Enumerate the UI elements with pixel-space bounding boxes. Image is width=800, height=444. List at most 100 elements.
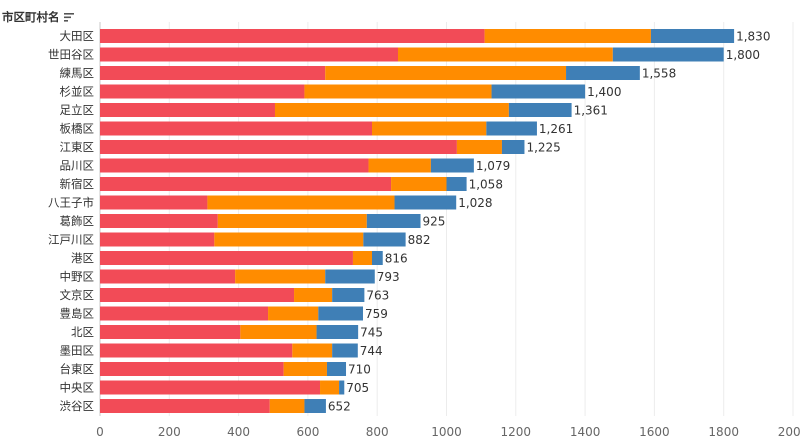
bar-segment-3[interactable] <box>332 343 358 358</box>
bar-segment-1[interactable] <box>100 84 305 99</box>
bar-segment-1[interactable] <box>100 47 398 62</box>
bar-row[interactable] <box>100 177 467 191</box>
bar-segment-2[interactable] <box>484 29 651 43</box>
bar-segment-1[interactable] <box>100 232 215 247</box>
bar-row[interactable] <box>100 232 406 247</box>
bar-segment-3[interactable] <box>486 121 537 136</box>
bar-segment-2[interactable] <box>325 66 567 80</box>
bar-segment-2[interactable] <box>372 121 487 136</box>
bar-row[interactable] <box>100 399 326 413</box>
bar-segment-3[interactable] <box>612 47 724 62</box>
bar-segment-3[interactable] <box>339 380 345 395</box>
bar-row[interactable] <box>100 103 572 117</box>
bar-segment-3[interactable] <box>394 195 457 210</box>
bar-segment-1[interactable] <box>100 158 369 173</box>
bar-segment-3[interactable] <box>430 158 474 173</box>
bar-segment-1[interactable] <box>100 362 284 376</box>
total-value-label: 1,558 <box>642 67 676 81</box>
category-label: 品川区 <box>60 159 95 173</box>
bar-segment-3[interactable] <box>372 251 383 265</box>
bar-row[interactable] <box>100 158 474 173</box>
bar-row[interactable] <box>100 29 735 43</box>
bar-row[interactable] <box>100 362 347 376</box>
x-tick-label: 1400 <box>570 425 601 439</box>
bar-row[interactable] <box>100 325 359 339</box>
bar-segment-1[interactable] <box>100 177 392 191</box>
bar-segment-2[interactable] <box>274 103 509 117</box>
bar-segment-2[interactable] <box>268 306 319 321</box>
bar-segment-1[interactable] <box>100 251 353 265</box>
bar-segment-1[interactable] <box>100 140 457 154</box>
bar-segment-1[interactable] <box>100 121 373 136</box>
total-value-label: 793 <box>377 270 400 284</box>
category-label: 渋谷区 <box>60 399 95 413</box>
bar-segment-2[interactable] <box>391 177 447 191</box>
bar-segment-2[interactable] <box>283 362 327 376</box>
bar-segment-2[interactable] <box>456 140 502 154</box>
bar-segment-3[interactable] <box>508 103 572 117</box>
bar-segment-3[interactable] <box>318 306 363 321</box>
bar-row[interactable] <box>100 214 421 228</box>
bar-segment-1[interactable] <box>100 343 293 358</box>
sort-descending-icon[interactable] <box>63 12 74 22</box>
total-value-label: 1,261 <box>539 122 573 136</box>
bar-segment-2[interactable] <box>217 214 367 228</box>
bar-row[interactable] <box>100 140 525 154</box>
bar-segment-3[interactable] <box>316 325 359 339</box>
bar-segment-3[interactable] <box>326 362 347 376</box>
column-header: 市区町村名 <box>0 8 74 26</box>
bar-row[interactable] <box>100 84 586 99</box>
bar-segment-2[interactable] <box>214 232 364 247</box>
bar-row[interactable] <box>100 288 365 302</box>
total-value-label: 705 <box>346 381 369 395</box>
bar-segment-2[interactable] <box>294 288 333 302</box>
bar-segment-1[interactable] <box>100 214 218 228</box>
bar-row[interactable] <box>100 66 640 80</box>
bar-segment-3[interactable] <box>650 29 735 43</box>
bar-segment-2[interactable] <box>207 195 395 210</box>
bar-segment-1[interactable] <box>100 288 295 302</box>
category-label: 台東区 <box>60 362 95 376</box>
bar-segment-1[interactable] <box>100 269 236 284</box>
bar-segment-2[interactable] <box>292 343 333 358</box>
x-tick-label: 800 <box>366 425 389 439</box>
total-value-label: 1,830 <box>736 30 770 44</box>
bar-segment-3[interactable] <box>325 269 375 284</box>
bar-segment-2[interactable] <box>397 47 613 62</box>
bar-segment-1[interactable] <box>100 66 326 80</box>
bar-segment-1[interactable] <box>100 103 275 117</box>
bar-segment-1[interactable] <box>100 195 208 210</box>
bar-segment-2[interactable] <box>368 158 431 173</box>
bar-segment-2[interactable] <box>304 84 492 99</box>
bar-segment-2[interactable] <box>235 269 326 284</box>
bar-row[interactable] <box>100 195 457 210</box>
category-label: 板橋区 <box>60 122 95 136</box>
bar-row[interactable] <box>100 251 383 265</box>
bar-segment-2[interactable] <box>352 251 373 265</box>
bar-row[interactable] <box>100 121 537 136</box>
bar-row[interactable] <box>100 306 363 321</box>
bar-segment-2[interactable] <box>320 380 340 395</box>
bar-segment-2[interactable] <box>269 399 305 413</box>
total-value-label: 652 <box>328 400 351 414</box>
bar-row[interactable] <box>100 343 358 358</box>
bar-segment-3[interactable] <box>446 177 467 191</box>
bar-segment-3[interactable] <box>363 232 406 247</box>
bar-segment-3[interactable] <box>491 84 586 99</box>
bar-row[interactable] <box>100 47 724 62</box>
bar-segment-3[interactable] <box>332 288 365 302</box>
bar-segment-3[interactable] <box>501 140 525 154</box>
bar-segment-3[interactable] <box>304 399 326 413</box>
bar-row[interactable] <box>100 269 375 284</box>
category-label: 豊島区 <box>60 307 95 321</box>
bar-segment-3[interactable] <box>366 214 421 228</box>
bar-row[interactable] <box>100 380 345 395</box>
bar-segment-2[interactable] <box>240 325 317 339</box>
bar-segment-1[interactable] <box>100 306 269 321</box>
bar-segment-1[interactable] <box>100 325 241 339</box>
bar-segment-3[interactable] <box>566 66 640 80</box>
bar-segment-1[interactable] <box>100 380 321 395</box>
bar-segment-1[interactable] <box>100 399 270 413</box>
bar-segment-1[interactable] <box>100 29 485 43</box>
